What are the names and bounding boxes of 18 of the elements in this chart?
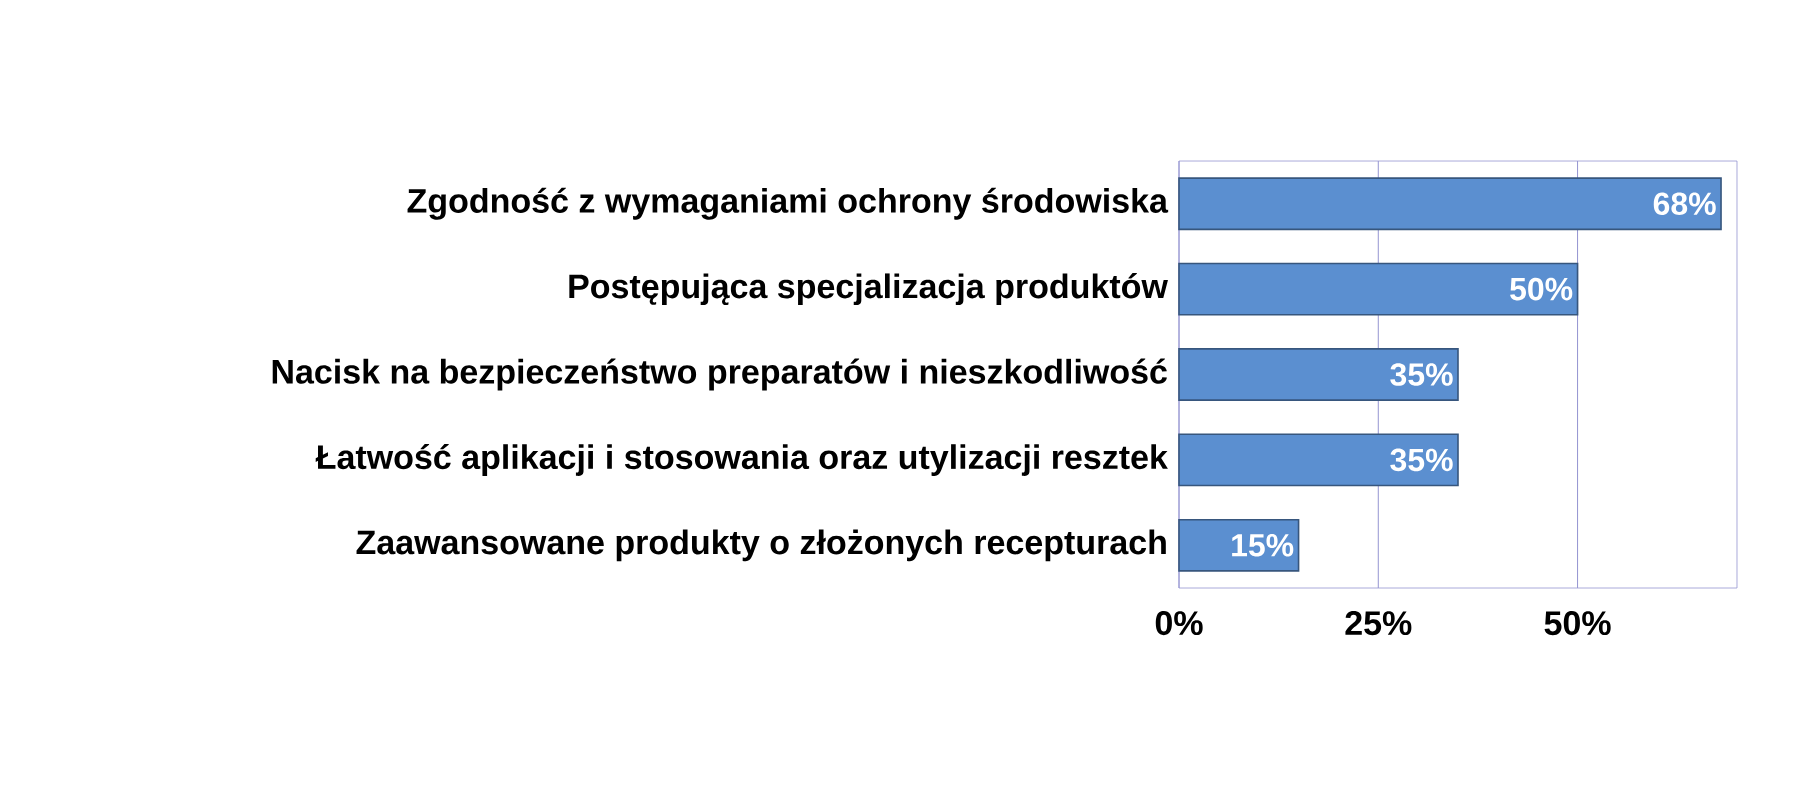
data-label: 35% — [1390, 363, 1453, 386]
bar — [1178, 348, 1459, 401]
y-tick-label: Zgodność z wymaganiami ochrony środowiska — [407, 187, 1169, 220]
y-tick-label: Nacisk na bezpieczeństwo preparatów i nieszkodliwość — [272, 358, 1167, 391]
x-tick-label: 25% — [1345, 611, 1412, 636]
y-tick-label: Zaawansowane produkty o złożonych recepturach — [356, 529, 1166, 562]
data-label: 68% — [1653, 192, 1716, 216]
bar — [1178, 433, 1459, 487]
bar — [1178, 177, 1722, 231]
x-tick-label: 50% — [1544, 611, 1611, 636]
bar — [1178, 518, 1300, 572]
data-label: 35% — [1390, 448, 1453, 472]
y-tick-label: Postępująca specjalizacja produktów — [569, 273, 1168, 306]
y-tick-label: Łatwość aplikacji i stosowania oraz utylizacji resztek — [315, 443, 1168, 476]
x-tick-label: 0% — [1155, 611, 1203, 636]
data-label: 50% — [1510, 277, 1573, 301]
data-label: 15% — [1232, 534, 1294, 557]
bar — [1178, 262, 1579, 316]
